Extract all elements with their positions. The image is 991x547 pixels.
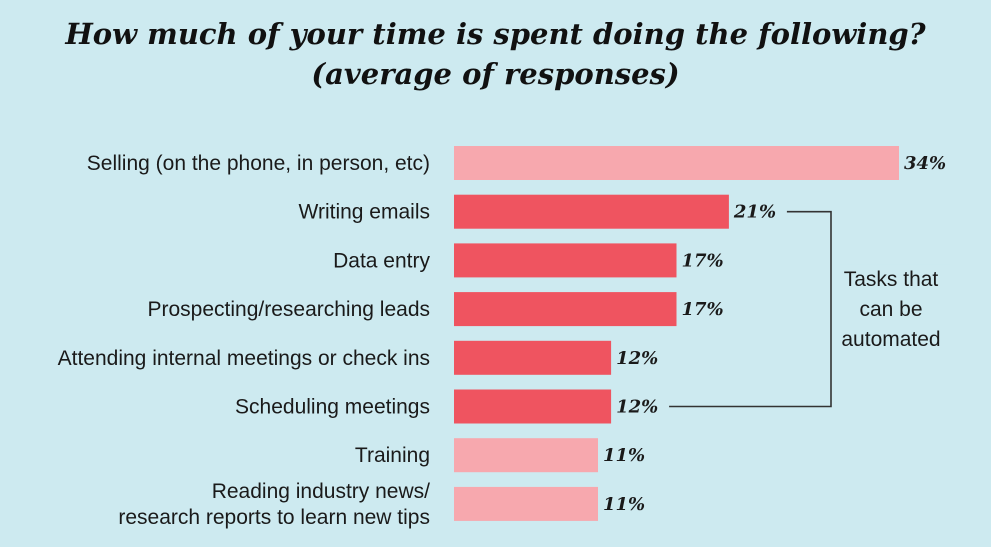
annotation-text-line-2: automated xyxy=(841,328,940,351)
value-label-2: 17% xyxy=(682,250,724,271)
annotation-background xyxy=(840,264,950,353)
value-label-4: 12% xyxy=(616,348,658,369)
value-label-5: 12% xyxy=(616,397,658,418)
bar-3 xyxy=(454,292,677,327)
bar-5 xyxy=(454,389,612,424)
value-label-7: 11% xyxy=(603,494,645,515)
category-label-0: Selling (on the phone, in person, etc) xyxy=(87,152,430,175)
automation-bracket xyxy=(669,210,832,408)
chart-subtitle: (average of responses) xyxy=(311,57,680,91)
category-label-2: Data entry xyxy=(333,249,430,272)
bar-6 xyxy=(454,438,598,473)
value-label-1: 21% xyxy=(733,202,776,223)
value-label-6: 11% xyxy=(603,445,645,466)
bar-0 xyxy=(454,146,899,180)
category-label-5: Scheduling meetings xyxy=(235,396,430,419)
bar-1 xyxy=(454,194,729,229)
bar-2 xyxy=(454,243,677,278)
category-label-6: Training xyxy=(355,444,430,467)
category-label-1: Writing emails xyxy=(299,201,430,224)
value-label-0: 34% xyxy=(904,153,946,174)
category-label-7-line-1: research reports to learn new tips xyxy=(118,506,430,529)
bar-4 xyxy=(454,340,612,375)
category-label-4: Attending internal meetings or check ins xyxy=(58,347,430,370)
category-label-3: Prospecting/researching leads xyxy=(148,298,431,321)
chart-title: How much of your time is spent doing the… xyxy=(0,14,991,94)
annotation-text-line-0: Tasks that xyxy=(844,268,939,291)
value-label-3: 17% xyxy=(682,299,724,320)
bar-7 xyxy=(454,486,598,521)
annotation-text-line-1: can be xyxy=(859,298,922,321)
category-label-7-line-0: Reading industry news/ xyxy=(212,480,430,503)
chart-title-main: How much of your time is spent doing the… xyxy=(65,17,926,51)
